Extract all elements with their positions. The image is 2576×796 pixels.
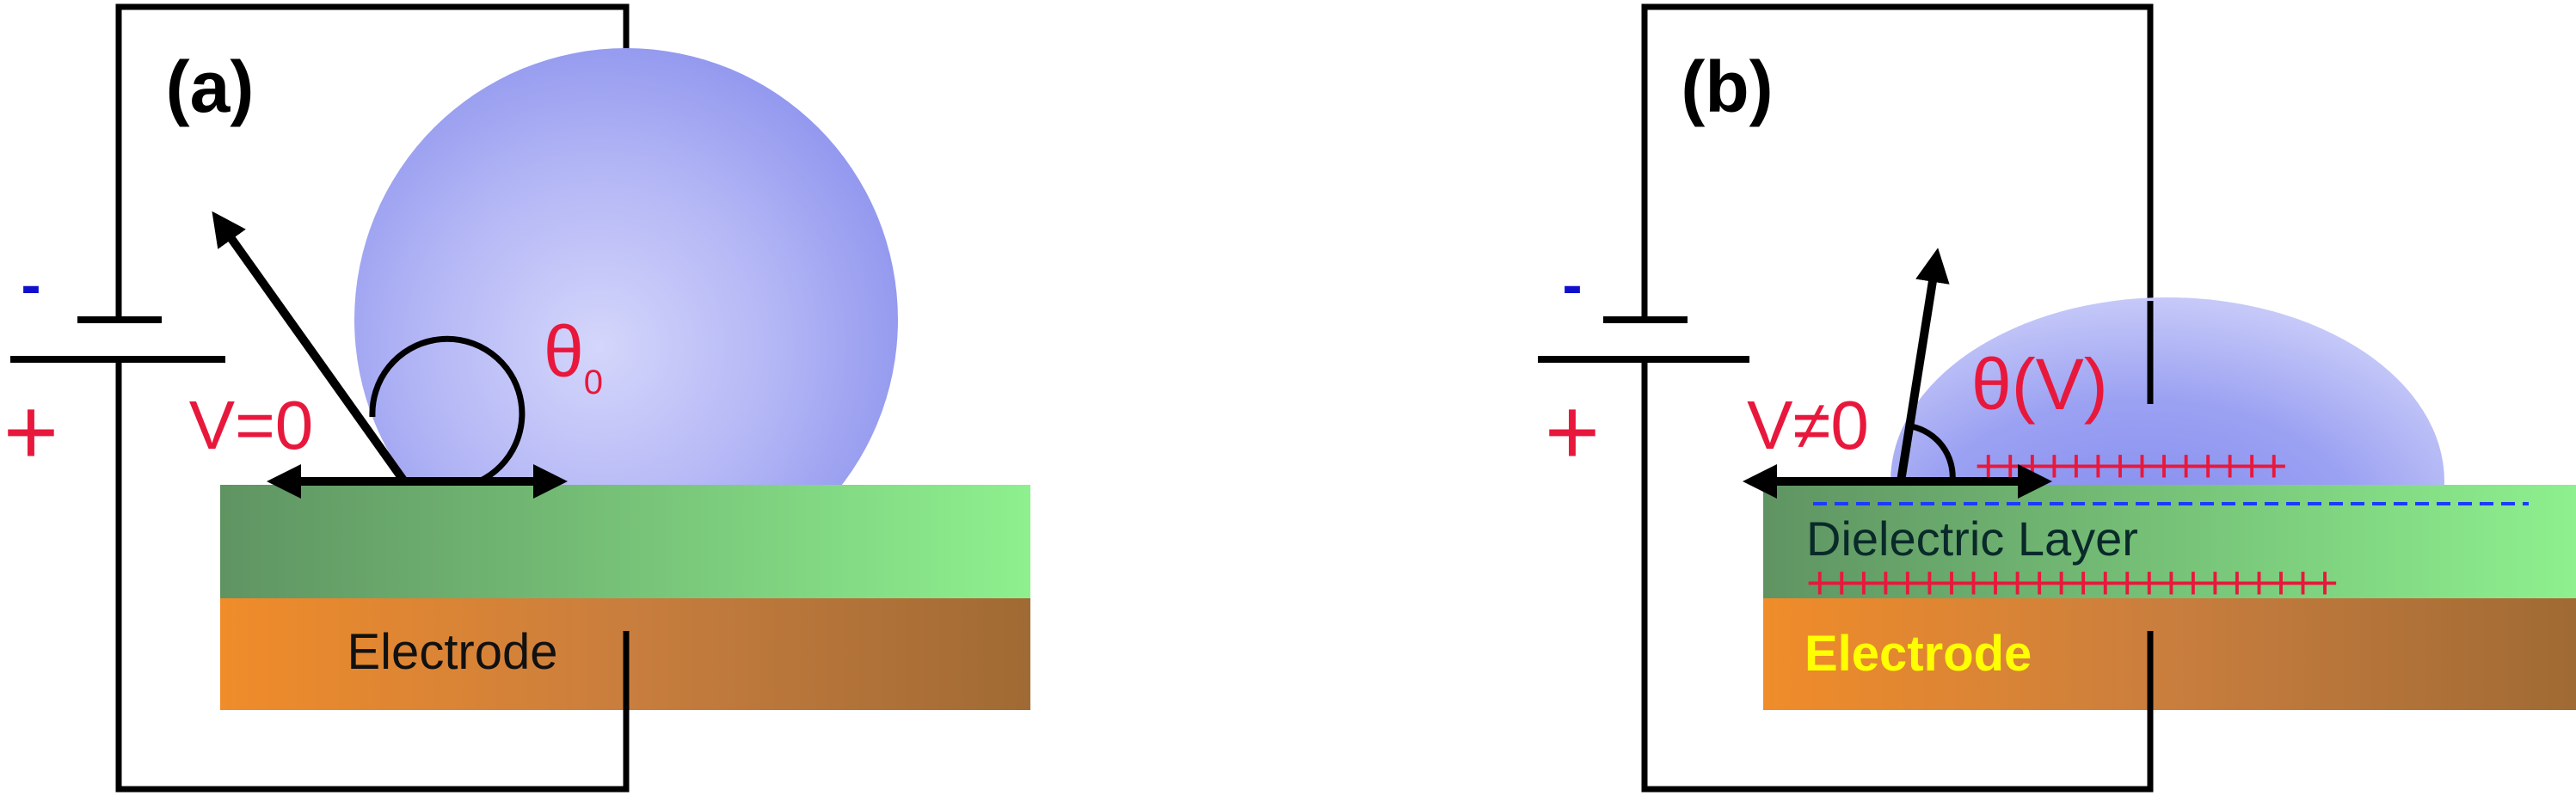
battery-minus-label: - <box>1562 251 1582 318</box>
tangent-arrow-b <box>1897 248 1950 482</box>
electrode-label-b: Electrode <box>1804 626 2032 682</box>
droplet-a <box>354 48 898 591</box>
panel-label-b: (b) <box>1681 46 1773 127</box>
electrode-label-a: Electrode <box>347 624 557 680</box>
voltage-label-b: V≠0 <box>1747 387 1869 463</box>
angle-label-a: θ0 <box>544 311 603 401</box>
battery-plus-label: + <box>1545 379 1600 485</box>
electrode-layer-b <box>1763 598 2576 710</box>
angle-arc-icon <box>1910 423 1956 482</box>
charges-bottom: ++++++++++++++++++++++++ <box>1806 557 2336 609</box>
panel-b: - + ++++++++++++++ Dielectric Layer ++++… <box>1538 3 2576 793</box>
battery-minus-label: - <box>21 251 40 318</box>
angle-arc-icon <box>369 335 526 485</box>
battery-plus-label: + <box>3 379 58 485</box>
dielectric-label: Dielectric Layer <box>1806 511 2138 566</box>
voltage-label-a: V=0 <box>189 387 314 463</box>
battery-icon <box>1538 316 1749 363</box>
battery-icon <box>10 316 225 363</box>
panel-a: - + Electrode V=0 θ0 (a) <box>3 3 1030 793</box>
angle-label-b: θ(V) <box>1971 344 2108 425</box>
tangent-arrow-a <box>212 211 409 484</box>
panel-label-a: (a) <box>166 46 255 127</box>
